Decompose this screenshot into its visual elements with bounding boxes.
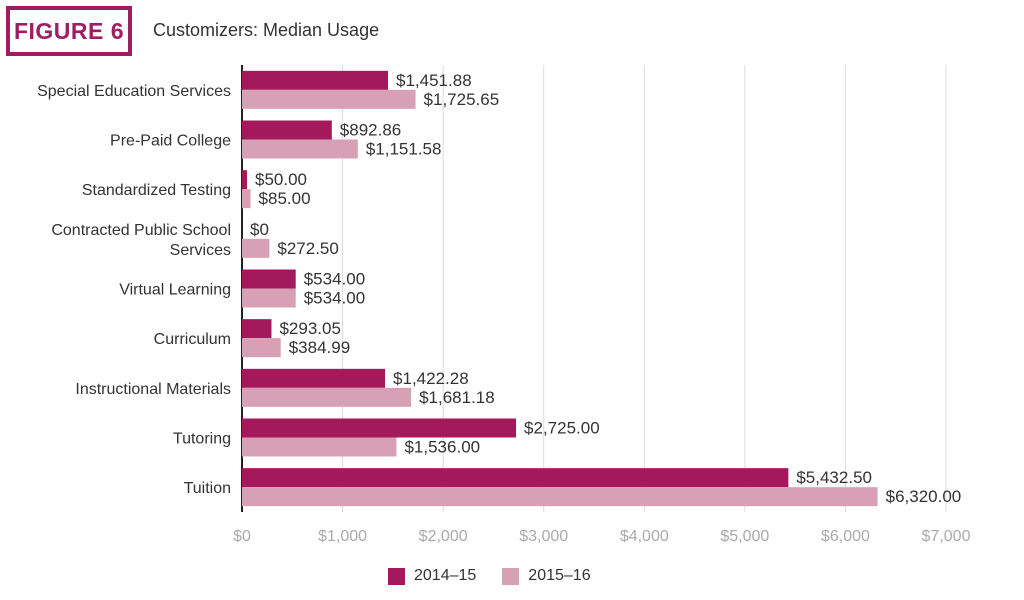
category-label: Virtual Learning	[119, 282, 231, 299]
bar-2015-16	[242, 387, 412, 407]
bar-2014-15	[242, 269, 296, 289]
legend-label-2015-16: 2015–16	[528, 567, 591, 584]
x-tick-label: $5,000	[720, 528, 769, 545]
category-label-line: Services	[170, 242, 231, 259]
data-label: $2,725.00	[524, 419, 600, 438]
bar-2015-16	[242, 288, 296, 308]
bar-2014-15	[242, 70, 389, 90]
category-label: Contracted Public School Services	[51, 222, 231, 259]
category-label: Pre-Paid College	[110, 133, 231, 150]
bar-2014-15	[242, 468, 789, 488]
bar-2014-15	[242, 170, 248, 190]
bar-2015-16	[242, 189, 251, 209]
data-label: $1,451.88	[396, 71, 472, 90]
x-tick-label: $1,000	[318, 528, 367, 545]
bar-2015-16	[242, 338, 281, 358]
bar-chart: $0 $1,000 $2,000 $3,000 $4,000 $5,000 $6,000 $7…	[37, 65, 971, 545]
bar-2014-15	[242, 418, 517, 438]
data-label: $0	[250, 220, 269, 239]
bar-2014-15	[242, 368, 386, 388]
bar-2014-15	[242, 319, 272, 339]
bar-2015-16	[242, 487, 878, 507]
figure-label: FIGURE 6	[13, 17, 125, 44]
data-label: $384.99	[289, 338, 350, 357]
legend-swatch-2014-15	[388, 567, 405, 585]
data-label: $1,725.65	[424, 90, 500, 109]
chart-legend: 2014–15 2015–16	[388, 567, 617, 585]
figure-badge: FIGURE 6	[6, 6, 132, 56]
category-label: Tutoring	[173, 431, 231, 448]
x-tick-label: $7,000	[922, 528, 971, 545]
data-label: $272.50	[277, 239, 338, 258]
category-label: Tuition	[184, 480, 231, 497]
legend-label-2014-15: 2014–15	[414, 567, 477, 584]
data-label: $1,536.00	[404, 438, 480, 457]
category-label: Instructional Materials	[75, 381, 231, 398]
category-label-line: Contracted Public School	[51, 222, 231, 239]
data-label: $534.00	[304, 289, 365, 308]
data-label: $6,320.00	[886, 487, 962, 506]
data-label: $5,432.50	[796, 468, 872, 487]
category-label: Special Education Services	[37, 83, 231, 100]
data-label: $1,681.18	[419, 388, 495, 407]
data-label: $1,422.28	[393, 369, 469, 388]
category-label: Standardized Testing	[82, 182, 231, 199]
data-label: $50.00	[255, 170, 307, 189]
bar-2015-16	[242, 139, 358, 159]
category-label: Curriculum	[154, 331, 231, 348]
x-tick-label: $0	[233, 528, 251, 545]
legend-item-2014-15: 2014–15	[388, 567, 476, 585]
x-tick-label: $3,000	[519, 528, 568, 545]
bar-2015-16	[242, 437, 397, 457]
legend-swatch-2015-16	[502, 567, 520, 585]
data-label: $293.05	[279, 319, 340, 338]
chart-title: Customizers: Median Usage	[153, 20, 380, 40]
x-tick-label: $2,000	[419, 528, 468, 545]
bar-2015-16	[242, 238, 270, 258]
bar-2014-15	[242, 120, 332, 140]
x-tick-label: $6,000	[821, 528, 870, 545]
bar-2015-16	[242, 89, 416, 109]
x-tick-label: $4,000	[620, 528, 669, 545]
data-label: $85.00	[259, 189, 311, 208]
data-label: $1,151.58	[366, 140, 442, 159]
data-label: $892.86	[340, 121, 401, 140]
data-label: $534.00	[304, 270, 365, 289]
legend-item-2015-16: 2015–16	[502, 567, 591, 585]
